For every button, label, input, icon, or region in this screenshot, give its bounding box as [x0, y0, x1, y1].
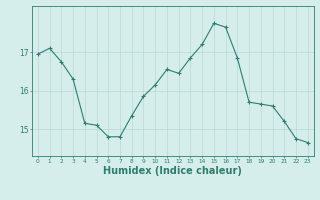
- X-axis label: Humidex (Indice chaleur): Humidex (Indice chaleur): [103, 166, 242, 176]
